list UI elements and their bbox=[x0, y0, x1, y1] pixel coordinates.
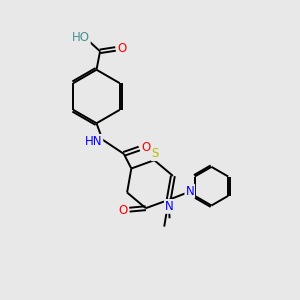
Text: O: O bbox=[118, 204, 127, 217]
Text: HO: HO bbox=[72, 31, 90, 44]
Text: N: N bbox=[185, 185, 194, 198]
Text: N: N bbox=[165, 200, 174, 213]
Text: O: O bbox=[117, 42, 127, 56]
Text: O: O bbox=[141, 141, 151, 154]
Text: S: S bbox=[152, 147, 159, 160]
Text: HN: HN bbox=[85, 135, 102, 148]
